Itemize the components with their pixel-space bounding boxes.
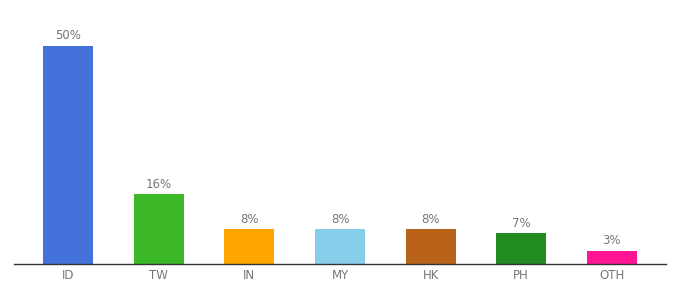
- Bar: [587, 251, 636, 264]
- Text: 8%: 8%: [240, 213, 258, 226]
- Bar: [134, 194, 184, 264]
- Text: 8%: 8%: [422, 213, 440, 226]
- Text: 3%: 3%: [602, 234, 621, 248]
- Bar: [224, 229, 274, 264]
- Text: 7%: 7%: [512, 217, 530, 230]
- Bar: [315, 229, 365, 264]
- Text: 50%: 50%: [55, 29, 81, 42]
- Bar: [496, 233, 546, 264]
- Bar: [406, 229, 456, 264]
- Text: 16%: 16%: [146, 178, 172, 190]
- Bar: [44, 46, 93, 264]
- Text: 8%: 8%: [330, 213, 350, 226]
